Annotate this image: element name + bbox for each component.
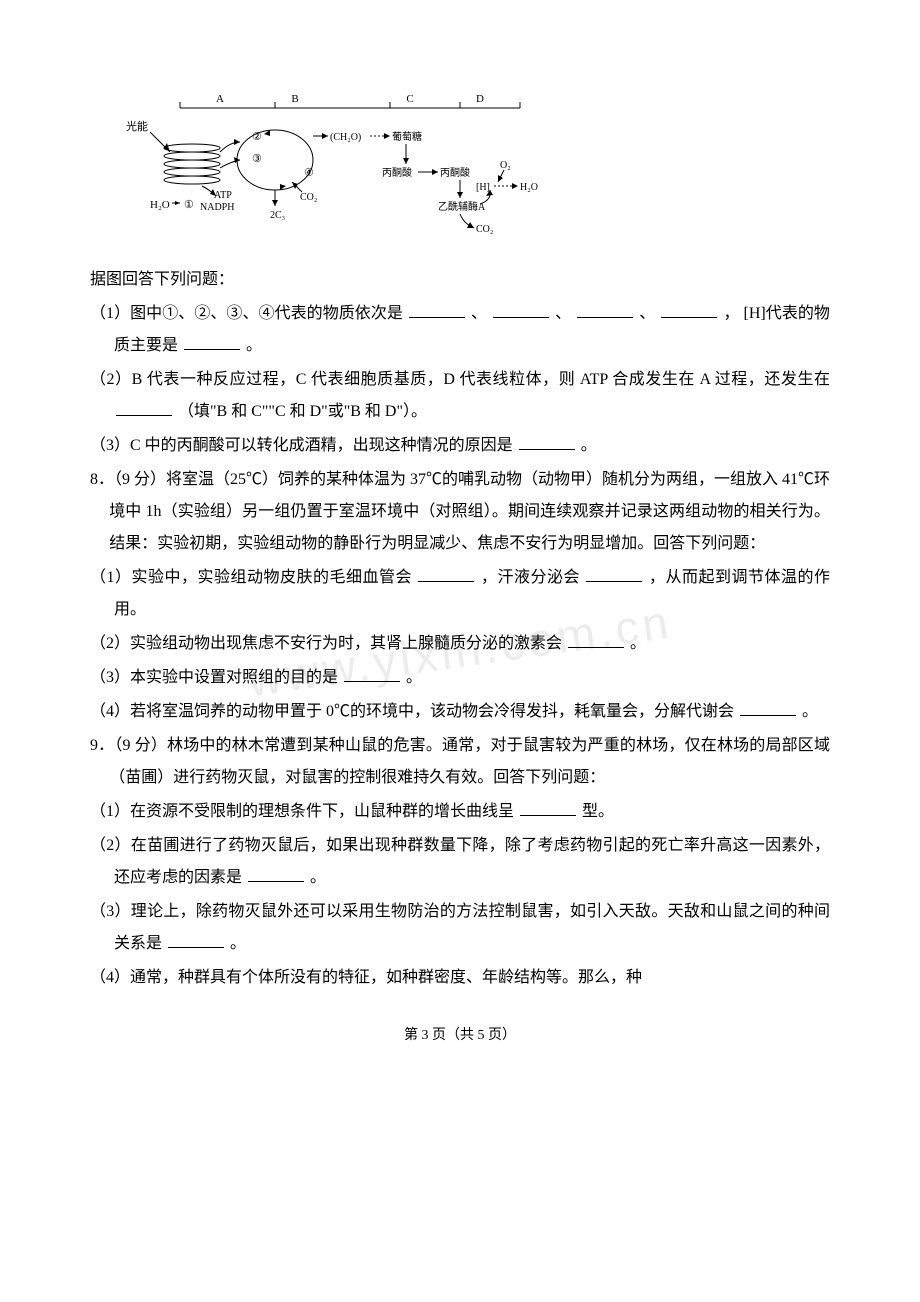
period: 。 [802, 703, 818, 720]
period: 。 [230, 935, 246, 952]
diagram-2c3: 2C₃ [270, 210, 285, 221]
sep: 、 [639, 305, 655, 322]
q8-4-a: （4）若将室温饲养的动物甲置于 0℃的环境中，该动物会冷得发抖，耗氧量会，分解代… [90, 703, 734, 720]
q8-heading: 8．（9 分）将室温（25℃）饲养的某种体温为 37℃的哺乳动物（动物甲）随机分… [90, 464, 830, 560]
q8-sub4: （4）若将室温饲养的动物甲置于 0℃的环境中，该动物会冷得发抖，耗氧量会，分解代… [90, 696, 830, 728]
q8-1-b: ，汗液分泌会 [481, 569, 580, 586]
diagram-circ2: ② [252, 131, 262, 143]
q7-2-text-b: （填"B 和 C""C 和 D"或"B 和 D"）。 [178, 403, 427, 420]
page-footer: 第 3 页（共 5 页） [90, 1022, 830, 1050]
q7-sub1: （1）图中①、②、③、④代表的物质依次是 、 、 、 ， [H]代表的物质主要是… [90, 298, 830, 362]
footer-page: 3 [422, 1028, 429, 1043]
diagram-circ1: ① [184, 199, 194, 211]
q9-sub2: （2）在苗圃进行了药物灭鼠后，如果出现种群数量下降，除了考虑药物引起的死亡率升高… [90, 830, 830, 894]
q7-2-text-a: （2）B 代表一种反应过程，C 代表细胞质基质，D 代表线粒体，则 ATP 合成… [90, 371, 830, 388]
blank [168, 931, 224, 948]
sep: 、 [555, 305, 571, 322]
diagram-glucose: 葡萄糖 [392, 130, 422, 143]
q9-2-a: （2）在苗圃进行了药物灭鼠后，如果出现种群数量下降，除了考虑药物引起的死亡率升高… [90, 837, 830, 886]
diagram-c-pyr2: 丙酮酸 [440, 166, 470, 179]
q9-sub1: （1）在资源不受限制的理想条件下，山鼠种群的增长曲线呈 型。 [90, 796, 830, 828]
blank [409, 301, 465, 318]
blank [418, 565, 474, 582]
diagram-light-label: 光能 [126, 119, 148, 133]
diagram-circ4: ④ [304, 167, 314, 179]
q7-3-text-a: （3）C 中的丙酮酸可以转化成酒精，出现这种情况的原因是 [90, 437, 513, 454]
diagram-label-c: C [406, 93, 413, 105]
diagram-nadph: NADPH [200, 202, 234, 213]
q9-sub4: （4）通常，种群具有个体所没有的特征，如种群密度、年龄结构等。那么，种 [90, 962, 830, 994]
diagram-label-b: B [291, 93, 298, 105]
biology-diagram: A B C D 光能 H₂O ① [120, 90, 550, 250]
footer-left: 第 [404, 1028, 418, 1043]
footer-right: 页） [488, 1028, 516, 1043]
q9-1-a: （1）在资源不受限制的理想条件下，山鼠种群的增长曲线呈 [90, 803, 514, 820]
q8-sub1: （1）实验中，实验组动物皮肤的毛细血管会 ，汗液分泌会 ，从而起到调节体温的作用… [90, 562, 830, 626]
diagram-c-pyr1: 丙酮酸 [382, 166, 412, 179]
blank [248, 865, 304, 882]
sep: 、 [471, 305, 487, 322]
q8-1-a: （1）实验中，实验组动物皮肤的毛细血管会 [90, 569, 412, 586]
blank [740, 699, 796, 716]
q8-2-a: （2）实验组动物出现焦虑不安行为时，其肾上腺髓质分泌的激素会 [90, 635, 562, 652]
q7-sub2: （2）B 代表一种反应过程，C 代表细胞质基质，D 代表线粒体，则 ATP 合成… [90, 364, 830, 428]
q8-sub3: （3）本实验中设置对照组的目的是 。 [90, 662, 830, 694]
diagram-ch2o: (CH₂O) [330, 132, 361, 143]
diagram-label-d: D [476, 93, 484, 105]
q7-intro: 据图回答下列问题： [90, 264, 830, 296]
blank [568, 631, 624, 648]
period: 。 [581, 437, 597, 454]
q7-1-text-a: （1）图中①、②、③、④代表的物质依次是 [90, 305, 403, 322]
blank [116, 399, 172, 416]
blank [520, 799, 576, 816]
blank [586, 565, 642, 582]
footer-mid: 页（共 [432, 1028, 474, 1043]
diagram-d-h2o: H₂O [520, 182, 538, 193]
q8-sub2: （2）实验组动物出现焦虑不安行为时，其肾上腺髓质分泌的激素会 。 [90, 628, 830, 660]
diagram-d-co2: CO₂ [476, 224, 493, 235]
footer-total: 5 [478, 1028, 485, 1043]
q9-1-b: 型。 [582, 803, 614, 820]
blank [661, 301, 717, 318]
blank [577, 301, 633, 318]
comma: ， [723, 305, 739, 322]
period: 。 [246, 337, 262, 354]
diagram-b-co2: CO₂ [300, 192, 317, 203]
period: 。 [406, 669, 422, 686]
q9-heading: 9．（9 分）林场中的林木常遭到某种山鼠的危害。通常，对于鼠害较为严重的林场，仅… [90, 730, 830, 794]
diagram-h2o: H₂O [150, 199, 170, 211]
q8-3-a: （3）本实验中设置对照组的目的是 [90, 669, 338, 686]
period: 。 [310, 869, 326, 886]
q9-sub3: （3）理论上，除药物灭鼠外还可以采用生物防治的方法控制鼠害，如引入天敌。天敌和山… [90, 896, 830, 960]
diagram-atp: ATP [214, 190, 232, 201]
diagram-h: [H] [476, 182, 490, 193]
blank [184, 333, 240, 350]
diagram-circ3: ③ [252, 153, 262, 165]
diagram-acetyl: 乙酰辅酶A [438, 200, 486, 213]
blank [344, 665, 400, 682]
q7-sub3: （3）C 中的丙酮酸可以转化成酒精，出现这种情况的原因是 。 [90, 430, 830, 462]
diagram-o2: O₂ [500, 160, 511, 171]
blank [519, 433, 575, 450]
blank [493, 301, 549, 318]
period: 。 [630, 635, 646, 652]
diagram-label-a: A [216, 93, 224, 105]
page-content: A B C D 光能 H₂O ① [90, 90, 830, 1050]
